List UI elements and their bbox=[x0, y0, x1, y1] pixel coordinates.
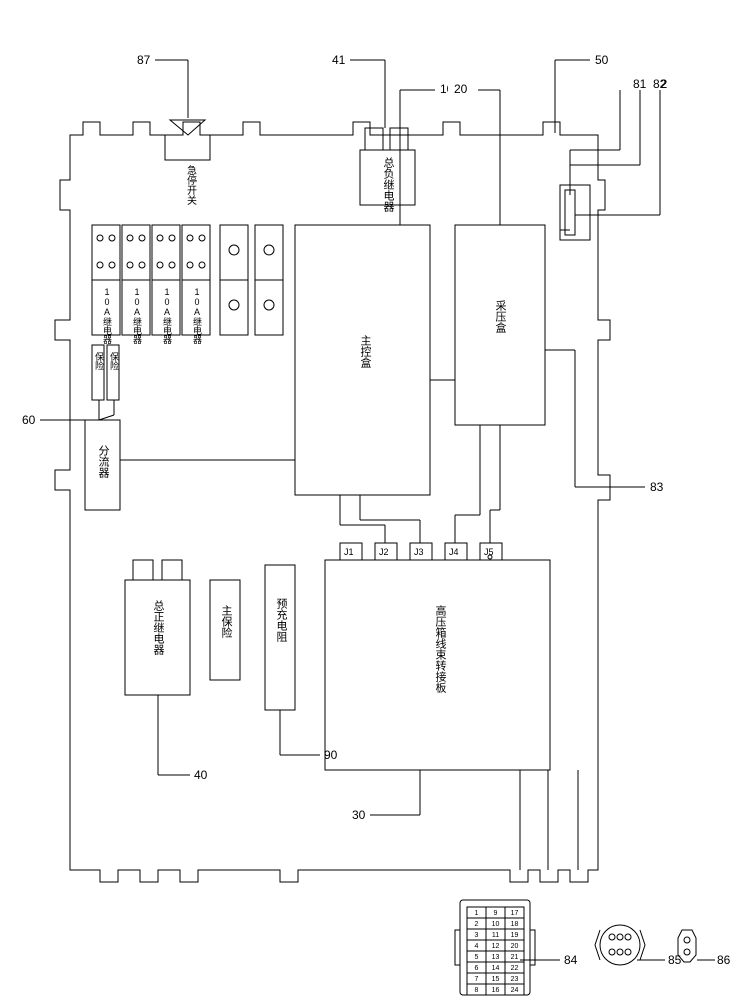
svg-text:12: 12 bbox=[492, 943, 500, 950]
svg-text:10: 10 bbox=[492, 921, 500, 928]
svg-text:保险: 保险 bbox=[94, 351, 104, 371]
ct-pair-2 bbox=[220, 225, 248, 335]
svg-text:10A继电器: 10A继电器 bbox=[102, 287, 112, 344]
fuse-a: 保险 bbox=[92, 345, 104, 400]
svg-text:40: 40 bbox=[194, 768, 208, 782]
estop-block: 急停开关 bbox=[165, 120, 210, 206]
svg-text:1: 1 bbox=[475, 910, 479, 917]
svg-text:J1: J1 bbox=[344, 547, 354, 557]
svg-text:5: 5 bbox=[475, 954, 479, 961]
hv-adapter-label: 高压箱线束转接板 bbox=[434, 604, 447, 694]
main-fuse-label: 主保险 bbox=[220, 605, 233, 639]
svg-text:84: 84 bbox=[564, 953, 578, 967]
svg-text:2: 2 bbox=[475, 921, 479, 928]
svg-text:83: 83 bbox=[650, 480, 664, 494]
main-ctrl-label: 主控盒 bbox=[359, 335, 372, 368]
precharge-block: 预充电阻 bbox=[265, 565, 295, 710]
neg-relay-label: 总负继电器 bbox=[382, 156, 395, 213]
connector-84: 123456789101112131415161718192021222324 bbox=[455, 900, 535, 995]
svg-text:19: 19 bbox=[511, 932, 519, 939]
ct-pair-1 bbox=[255, 225, 283, 335]
svg-text:24: 24 bbox=[511, 987, 519, 994]
sample-box-label: 采压盒 bbox=[494, 300, 507, 333]
callout-20: 20 bbox=[454, 82, 468, 96]
estop-label: 急停开关 bbox=[185, 164, 197, 206]
svg-text:23: 23 bbox=[511, 976, 519, 983]
svg-text:14: 14 bbox=[492, 965, 500, 972]
svg-text:16: 16 bbox=[492, 987, 500, 994]
svg-text:11: 11 bbox=[492, 932, 499, 939]
svg-text:50: 50 bbox=[595, 53, 609, 67]
svg-text:17: 17 bbox=[511, 910, 519, 917]
svg-text:7: 7 bbox=[475, 976, 479, 983]
svg-text:J5: J5 bbox=[484, 547, 494, 557]
svg-text:18: 18 bbox=[511, 921, 519, 928]
connector-85 bbox=[595, 925, 645, 965]
svg-text:J4: J4 bbox=[449, 547, 459, 557]
shunt-block: 分流器 bbox=[85, 420, 120, 510]
svg-text:10A继电器: 10A继电器 bbox=[132, 287, 142, 344]
pos-relay-label: 总正继电器 bbox=[152, 599, 165, 656]
svg-text:15: 15 bbox=[492, 976, 500, 983]
neg-relay-block: 总负继电器 bbox=[360, 128, 415, 213]
svg-text:保险: 保险 bbox=[109, 351, 119, 371]
svg-text:3: 3 bbox=[475, 932, 479, 939]
svg-text:60: 60 bbox=[22, 413, 36, 427]
svg-text:8: 8 bbox=[475, 987, 479, 994]
svg-text:9: 9 bbox=[494, 910, 498, 917]
svg-text:85: 85 bbox=[668, 953, 682, 967]
relay-10a-2: 10A继电器 bbox=[152, 225, 180, 344]
enclosure-outline bbox=[55, 122, 610, 882]
svg-text:6: 6 bbox=[475, 965, 479, 972]
svg-text:87: 87 bbox=[137, 53, 151, 67]
callout-82: 82 bbox=[653, 77, 667, 91]
svg-text:20: 20 bbox=[511, 943, 519, 950]
callout-81: 81 bbox=[633, 77, 647, 91]
svg-text:21: 21 bbox=[511, 954, 519, 961]
precharge-label: 预充电阻 bbox=[275, 598, 288, 643]
main-fuse-block: 主保险 bbox=[210, 580, 240, 680]
svg-text:10A继电器: 10A继电器 bbox=[192, 287, 202, 344]
pos-relay-block: 总正继电器 bbox=[125, 560, 190, 695]
svg-text:10A继电器: 10A继电器 bbox=[162, 287, 172, 344]
callout-numbers: 50 41 87 10 20 81 81 81 82 60 83 30 90 4… bbox=[22, 53, 731, 967]
shunt-label: 分流器 bbox=[97, 445, 110, 479]
relay-10a-1: 10A继电器 bbox=[182, 225, 210, 344]
hv-adapter-block: 高压箱线束转接板 J1 J2 J3 J4 J5 bbox=[325, 543, 550, 770]
svg-text:90: 90 bbox=[324, 748, 338, 762]
fuse-b: 保险 bbox=[107, 345, 119, 400]
relay-10a-4: 10A继电器 bbox=[92, 225, 120, 344]
svg-text:30: 30 bbox=[352, 808, 366, 822]
svg-text:J3: J3 bbox=[414, 547, 424, 557]
svg-text:41: 41 bbox=[332, 53, 346, 67]
svg-text:4: 4 bbox=[475, 943, 479, 950]
svg-text:J2: J2 bbox=[379, 547, 389, 557]
relay-10a-3: 10A继电器 bbox=[122, 225, 150, 344]
internal-wiring bbox=[120, 350, 598, 870]
svg-text:22: 22 bbox=[511, 965, 519, 972]
main-ctrl-block: 主控盒 bbox=[295, 225, 430, 495]
sample-box-block: 采压盒 bbox=[455, 225, 545, 425]
callout-leaders bbox=[40, 60, 715, 960]
svg-text:13: 13 bbox=[492, 954, 500, 961]
svg-text:86: 86 bbox=[717, 953, 731, 967]
